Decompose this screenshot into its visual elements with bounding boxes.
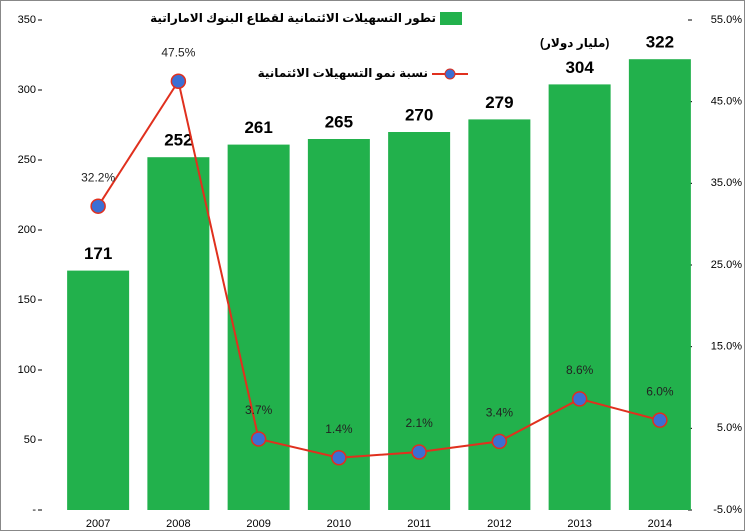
bar-value-label: 252 — [164, 131, 192, 150]
line-value-label: 32.2% — [81, 170, 115, 184]
line-value-label: 8.6% — [566, 363, 594, 377]
bar — [227, 144, 290, 510]
line-marker — [491, 433, 508, 450]
y-tick-label: - — [32, 504, 36, 516]
y-tick-label: 100 — [18, 364, 36, 376]
bar — [468, 119, 531, 511]
x-tick-label: 2011 — [407, 518, 431, 530]
y2-tick-label: 25.0% — [711, 259, 742, 271]
y2-tick-label: 45.0% — [711, 96, 742, 108]
x-tick-label: 2010 — [327, 518, 351, 530]
bar-value-label: 304 — [565, 58, 594, 77]
y2-tick-label: 35.0% — [711, 177, 742, 189]
legend-marker — [444, 68, 456, 80]
line-marker — [652, 412, 668, 428]
bar-value-label: 171 — [84, 244, 112, 263]
bar-value-label: 265 — [325, 112, 353, 131]
line-value-label: 47.5% — [161, 45, 195, 59]
x-tick-label: 2014 — [648, 518, 672, 530]
y2-tick-label: 55.0% — [711, 14, 742, 26]
y-tick-label: 50 — [24, 434, 36, 446]
x-tick-label: 2013 — [567, 518, 591, 530]
x-tick-label: 2008 — [166, 518, 190, 530]
bar-value-label: 270 — [405, 105, 433, 124]
legend-note: (مليار دولار) — [540, 36, 609, 51]
bar — [628, 59, 691, 510]
y-tick-label: 250 — [18, 154, 36, 166]
bar — [307, 139, 370, 510]
line-marker — [170, 73, 187, 89]
line-value-label: 1.4% — [325, 422, 353, 436]
line-marker — [250, 431, 267, 447]
bar — [147, 157, 210, 510]
bar-value-label: 322 — [646, 33, 674, 52]
legend-label: تطور التسهيلات الائتمانية لقطاع البنوك ا… — [150, 11, 436, 26]
line-marker — [571, 391, 588, 407]
bar — [67, 270, 130, 510]
bar-value-label: 279 — [485, 93, 513, 112]
y2-tick-label: 5.0% — [717, 422, 742, 434]
line-value-label: 3.7% — [245, 403, 273, 417]
legend-label: نسبة نمو التسهيلات الائتمانية — [258, 66, 428, 81]
line-value-label: 3.4% — [486, 406, 514, 420]
x-tick-label: 2012 — [487, 518, 511, 530]
y2-tick-label: 15.0% — [711, 341, 742, 353]
y2-tick-label: -5.0% — [713, 504, 742, 516]
x-tick-label: 2009 — [246, 518, 270, 530]
line-value-label: 2.1% — [405, 416, 433, 430]
y-tick-label: 300 — [18, 84, 36, 96]
line — [97, 78, 661, 459]
line-marker — [411, 444, 427, 460]
line-marker — [331, 449, 347, 466]
line-value-label: 6.0% — [646, 384, 674, 398]
bar — [548, 84, 611, 511]
x-tick-label: 2007 — [86, 518, 110, 530]
y-tick-label: 200 — [18, 224, 36, 236]
y-tick-label: 350 — [18, 14, 36, 26]
line-marker — [90, 198, 106, 214]
y-tick-label: 150 — [18, 294, 36, 306]
legend-swatch — [440, 12, 462, 25]
bar-value-label: 261 — [244, 118, 272, 137]
